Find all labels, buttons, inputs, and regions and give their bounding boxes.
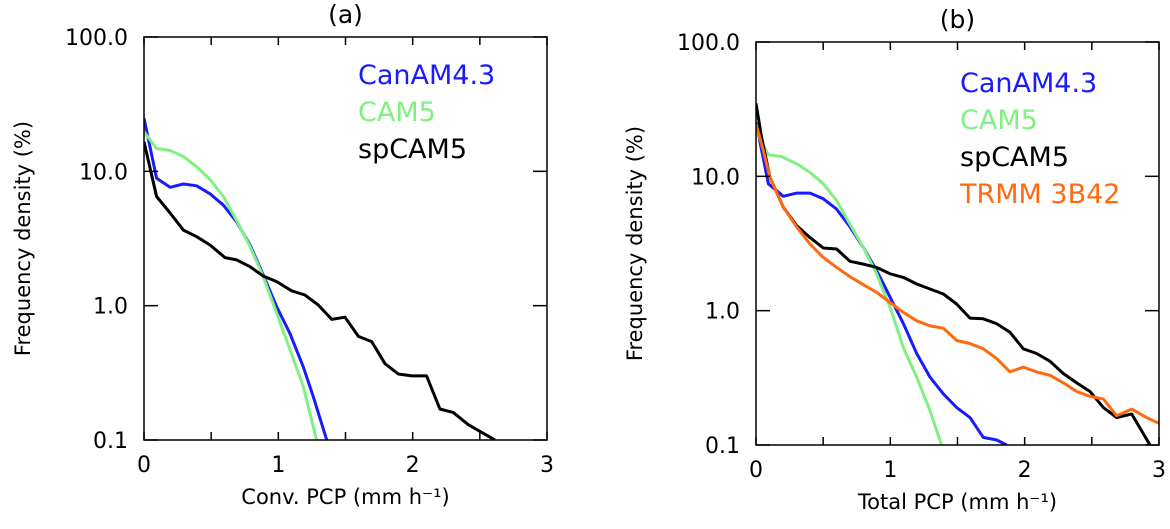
x-tick-label: 0 — [137, 453, 151, 478]
x-tick-label: 2 — [406, 453, 420, 478]
x-tick-label: 3 — [1152, 458, 1166, 483]
y-tick-label: 1.0 — [93, 295, 128, 320]
x-axis-title: Total PCP (mm h⁻¹) — [857, 490, 1057, 514]
series-line-spcam5 — [144, 141, 496, 440]
y-axis-title: Frequency density (%) — [11, 121, 35, 356]
series-line-trmm-3b42 — [756, 123, 1159, 425]
panel-a: (a) 0 1 2 3 100.0 10.0 1.0 0.1 Conv. PCP (mm h⁻¹)… — [11, 0, 554, 509]
series-line-cam5 — [756, 131, 944, 445]
y-axis-title: Frequency density (%) — [623, 126, 647, 361]
series-line-cam5 — [144, 130, 319, 440]
y-tick-label: 0.1 — [705, 434, 740, 459]
x-tick-label: 1 — [271, 453, 285, 478]
legend-entry: CanAM4.3 — [960, 68, 1097, 99]
series-line-canam4-3 — [756, 122, 1008, 445]
panel-title: (a) — [328, 0, 363, 29]
y-tick-label: 10.0 — [79, 160, 128, 185]
legend-entry: CanAM4.3 — [358, 60, 495, 91]
x-tick-label: 2 — [1018, 458, 1032, 483]
y-tick-label: 1.0 — [705, 300, 740, 325]
legend-entry: TRMM 3B42 — [959, 179, 1120, 210]
legend-entry: spCAM5 — [358, 134, 467, 165]
y-tick-label: 0.1 — [93, 429, 128, 454]
x-tick-label: 0 — [749, 458, 763, 483]
panel-title: (b) — [940, 5, 975, 34]
panel-b: (b) 0 1 2 3 100.0 10.0 1.0 0.1 Total PCP (mm h⁻¹)… — [623, 5, 1166, 514]
y-tick-label: 10.0 — [691, 165, 740, 190]
x-axis-title: Conv. PCP (mm h⁻¹) — [241, 485, 449, 509]
y-tick-label: 100.0 — [677, 31, 740, 56]
y-tick-label: 100.0 — [65, 26, 128, 51]
series-line-spcam5 — [756, 103, 1152, 445]
plot-frame — [143, 36, 548, 441]
legend-entry: CAM5 — [358, 97, 436, 128]
series-line-canam4-3 — [144, 117, 329, 440]
x-tick-label: 1 — [883, 458, 897, 483]
legend-entry: CAM5 — [960, 105, 1038, 136]
legend-entry: spCAM5 — [960, 142, 1069, 173]
x-tick-label: 3 — [540, 453, 554, 478]
